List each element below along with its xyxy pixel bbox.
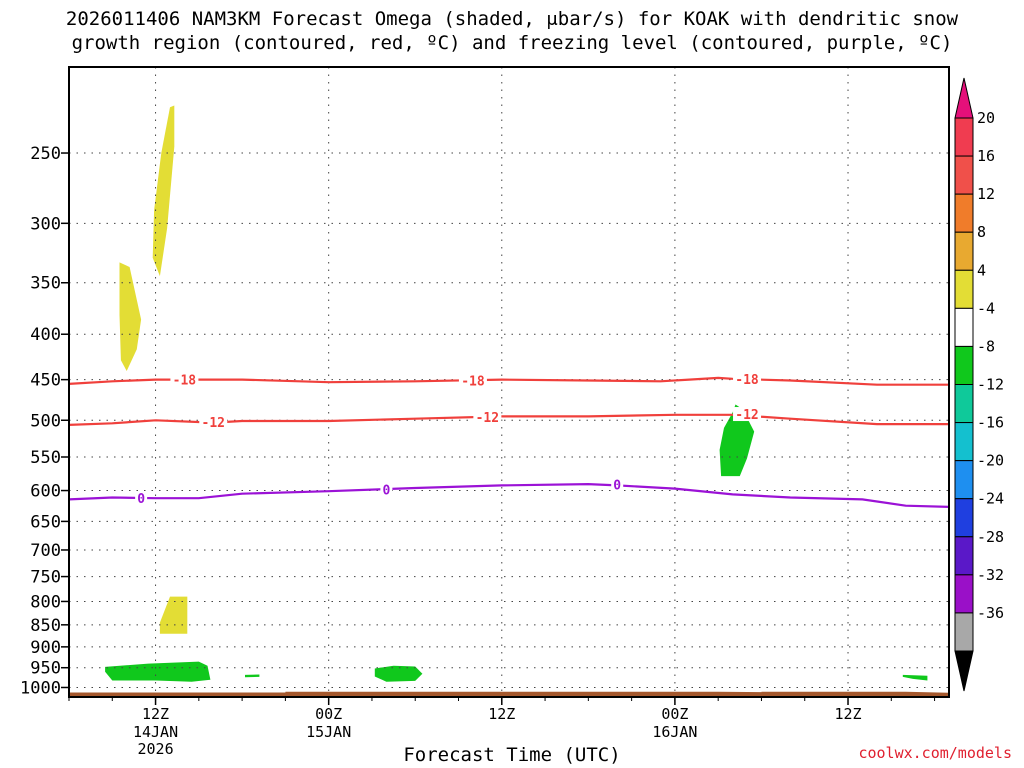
- omega-region-6: [374, 665, 423, 682]
- omega-region-7: [719, 404, 755, 477]
- x-tick-date: 14JAN: [133, 723, 178, 741]
- contour-label-bg: [733, 371, 762, 386]
- colorbar-swatch: [954, 155, 974, 195]
- colorbar-label: -16: [977, 414, 1004, 432]
- y-tick-label: 300: [30, 214, 61, 234]
- x-tick-date: 15JAN: [306, 723, 351, 741]
- chart-title-line-1: 2026011406 NAM3KM Forecast Omega (shaded…: [65, 8, 959, 30]
- colorbar-swatch: [954, 193, 974, 233]
- colorbar-label: 16: [977, 147, 995, 165]
- colorbar-swatch: [954, 345, 974, 385]
- contour-label-bg: [733, 407, 762, 422]
- colorbar-label: -12: [977, 376, 1004, 394]
- colorbar-label: -8: [977, 337, 995, 355]
- y-tick-label: 1000: [20, 678, 61, 698]
- contour-label-bg: [380, 482, 393, 497]
- colorbar-swatch: [954, 498, 974, 538]
- colorbar-label: 4: [977, 261, 986, 279]
- x-tick-label: 00Z: [661, 705, 688, 723]
- contour-label: -18: [173, 374, 197, 389]
- y-tick-label: 900: [30, 638, 61, 658]
- contour-label: 0: [382, 483, 390, 498]
- omega-region-2: [152, 105, 175, 277]
- contour-layer: -18 -18 -18 -12 -12 -12 0 0 0: [68, 371, 950, 508]
- contour-label: -18: [735, 373, 759, 388]
- contour-label: -12: [476, 411, 499, 426]
- omega-region-1: [119, 262, 142, 371]
- colorbar-bottom-arrow: [954, 650, 974, 692]
- y-tick-label: 550: [30, 448, 61, 468]
- colorbar-label: -20: [977, 452, 1004, 470]
- y-tick-label: 400: [30, 325, 61, 345]
- contour-label: 0: [137, 492, 145, 507]
- contour-label-bg: [473, 410, 502, 425]
- y-tick-label: 450: [30, 371, 61, 391]
- colorbar-label: -36: [977, 604, 1004, 622]
- contour-line-0: [68, 482, 950, 508]
- contour-label: -12: [202, 416, 225, 431]
- chart-title-line-2: growth region (contoured, red, ºC) and f…: [71, 32, 953, 54]
- colorbar-swatch: [954, 384, 974, 424]
- omega-shaded-layer: [105, 105, 928, 682]
- colorbar-swatch: [954, 612, 974, 652]
- colorbar-swatch: [954, 422, 974, 462]
- colorbar-label: -28: [977, 528, 1004, 546]
- colorbar: 20 16 12 8 4 -4 -8 -12 -16 -20 -24 -28 -32 -36: [954, 77, 1004, 692]
- x-tick-label: 12Z: [488, 705, 515, 723]
- contour-label-bg: [458, 373, 487, 388]
- colorbar-label: 20: [977, 109, 995, 127]
- contour-label: 0: [613, 479, 621, 494]
- contour-label-bg: [170, 372, 199, 387]
- y-axis: 2503003504004505005506006507007508008509…: [20, 144, 69, 698]
- colorbar-label: 12: [977, 185, 995, 203]
- colorbar-top-arrow: [954, 77, 974, 119]
- x-tick-label: 12Z: [142, 705, 169, 723]
- contour-line--18: [68, 376, 949, 386]
- y-tick-label: 700: [30, 541, 61, 561]
- x-tick-label: 12Z: [834, 705, 861, 723]
- y-tick-label: 250: [30, 144, 61, 164]
- colorbar-label: -24: [977, 490, 1004, 508]
- y-tick-label: 600: [30, 482, 61, 502]
- colorbar-label: -32: [977, 566, 1004, 584]
- site-credit: coolwx.com/models: [858, 744, 1012, 762]
- colorbar-swatch: [954, 231, 974, 271]
- contour-label: -12: [735, 408, 758, 423]
- y-tick-label: 750: [30, 568, 61, 588]
- contour-label-bg: [199, 414, 228, 429]
- x-axis-title: Forecast Time (UTC): [403, 744, 621, 766]
- colorbar-swatch: [954, 536, 974, 576]
- omega-region-4: [105, 661, 211, 682]
- colorbar-swatch: [954, 574, 974, 614]
- terrain-fill: [69, 691, 949, 697]
- x-tick-date: 16JAN: [652, 723, 697, 741]
- y-tick-label: 350: [30, 274, 61, 294]
- omega-region-3: [159, 596, 188, 634]
- y-tick-label: 850: [30, 616, 61, 636]
- colorbar-swatch: [954, 117, 974, 157]
- colorbar-swatch: [954, 269, 974, 309]
- x-tick-label: 00Z: [315, 705, 342, 723]
- omega-region-5: [245, 674, 260, 678]
- x-tick-year: 2026: [137, 740, 173, 758]
- colorbar-label: -4: [977, 299, 995, 317]
- y-tick-label: 950: [30, 659, 61, 679]
- omega-region-8: [902, 674, 928, 681]
- contour-label-bg: [135, 491, 148, 506]
- colorbar-swatch: [954, 460, 974, 500]
- terrain-layer: [69, 691, 949, 697]
- contour-line--12: [68, 413, 949, 426]
- contour-label-bg: [611, 477, 624, 492]
- y-tick-label: 650: [30, 512, 61, 532]
- y-tick-label: 800: [30, 592, 61, 612]
- colorbar-label: 8: [977, 223, 986, 241]
- y-tick-label: 500: [30, 411, 61, 431]
- plot-frame: [68, 66, 950, 698]
- colorbar-swatch: [954, 307, 974, 347]
- contour-label: -18: [461, 374, 485, 389]
